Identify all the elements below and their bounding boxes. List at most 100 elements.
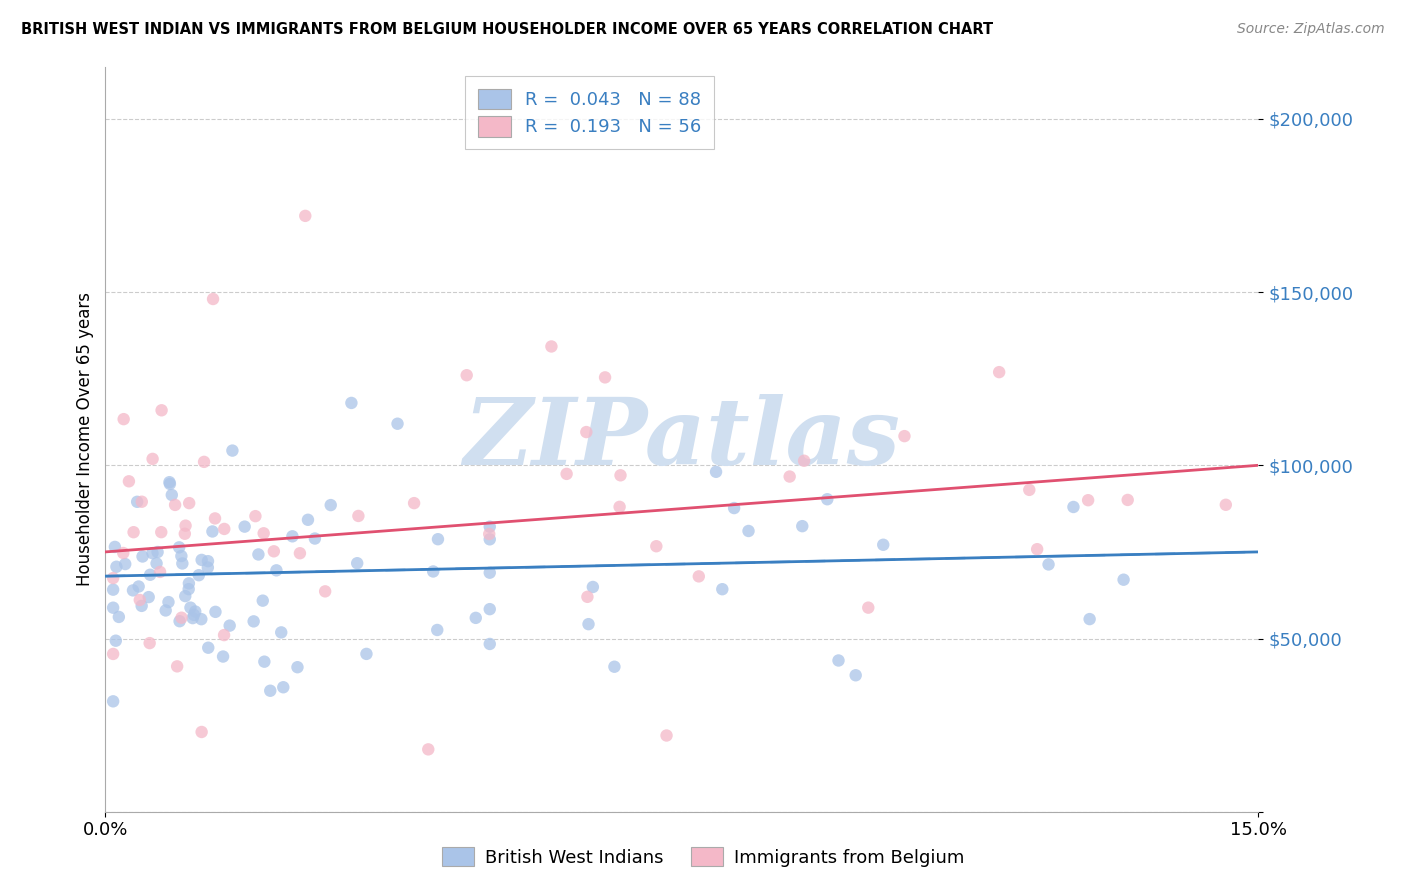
Point: [478, 519, 501, 533]
Point: [1112, 573, 1135, 587]
Point: [212, 628, 235, 642]
Point: [281, 529, 304, 543]
Point: [1116, 492, 1139, 507]
Point: [142, 451, 165, 466]
Point: [118, 475, 141, 489]
Point: [609, 500, 631, 514]
Point: [214, 522, 236, 536]
Point: [271, 680, 294, 694]
Point: [259, 683, 281, 698]
Point: [578, 617, 600, 632]
Point: [179, 496, 201, 510]
Point: [128, 580, 150, 594]
Point: [387, 417, 409, 431]
Point: [645, 539, 668, 553]
Point: [297, 513, 319, 527]
Point: [104, 633, 127, 648]
Point: [245, 509, 267, 524]
Point: [555, 467, 578, 481]
Point: [122, 525, 145, 540]
Point: [179, 600, 201, 615]
Point: [141, 546, 163, 560]
Point: [170, 610, 193, 624]
Point: [138, 636, 160, 650]
Point: [858, 600, 880, 615]
Point: [174, 589, 197, 603]
Point: [128, 593, 150, 607]
Point: [139, 567, 162, 582]
Point: [150, 525, 173, 540]
Point: [319, 498, 342, 512]
Point: [160, 488, 183, 502]
Point: [609, 468, 631, 483]
Point: [418, 742, 440, 756]
Point: [792, 519, 814, 533]
Point: [201, 524, 224, 539]
Point: [183, 607, 205, 622]
Point: [314, 584, 336, 599]
Legend: R =  0.043   N = 88, R =  0.193   N = 56: R = 0.043 N = 88, R = 0.193 N = 56: [465, 76, 714, 149]
Point: [197, 640, 219, 655]
Point: [112, 412, 135, 426]
Point: [193, 455, 215, 469]
Point: [105, 559, 128, 574]
Point: [304, 532, 326, 546]
Point: [603, 659, 626, 673]
Point: [478, 527, 501, 541]
Point: [478, 533, 501, 547]
Point: [593, 370, 616, 384]
Point: [478, 602, 501, 616]
Point: [815, 492, 838, 507]
Point: [165, 498, 187, 512]
Point: [177, 582, 200, 596]
Point: [737, 524, 759, 538]
Point: [170, 549, 193, 563]
Point: [101, 647, 124, 661]
Point: [131, 549, 153, 564]
Point: [190, 725, 212, 739]
Point: [779, 469, 801, 483]
Point: [101, 582, 124, 597]
Point: [1018, 483, 1040, 497]
Point: [167, 541, 190, 555]
Point: [356, 647, 378, 661]
Point: [177, 576, 200, 591]
Point: [190, 553, 212, 567]
Point: [247, 548, 270, 562]
Point: [576, 590, 599, 604]
Point: [101, 571, 124, 585]
Point: [212, 649, 235, 664]
Point: [101, 600, 124, 615]
Point: [340, 396, 363, 410]
Point: [347, 508, 370, 523]
Point: [655, 729, 678, 743]
Point: [1078, 612, 1101, 626]
Point: [827, 653, 849, 667]
Point: [197, 554, 219, 568]
Point: [464, 611, 486, 625]
Point: [204, 605, 226, 619]
Point: [1077, 493, 1099, 508]
Text: ZIPatlas: ZIPatlas: [464, 394, 900, 484]
Point: [1038, 558, 1060, 572]
Point: [112, 546, 135, 560]
Point: [184, 605, 207, 619]
Point: [149, 565, 172, 579]
Point: [233, 519, 256, 533]
Point: [159, 475, 181, 490]
Point: [1026, 542, 1049, 557]
Point: [253, 526, 276, 541]
Point: [346, 556, 368, 570]
Point: [159, 477, 181, 491]
Point: [478, 566, 501, 580]
Point: [582, 580, 605, 594]
Point: [187, 568, 209, 582]
Point: [169, 614, 191, 628]
Point: [723, 501, 745, 516]
Point: [108, 610, 131, 624]
Point: [845, 668, 868, 682]
Legend: British West Indians, Immigrants from Belgium: British West Indians, Immigrants from Be…: [434, 840, 972, 874]
Point: [138, 590, 160, 604]
Point: [270, 625, 292, 640]
Point: [197, 560, 219, 574]
